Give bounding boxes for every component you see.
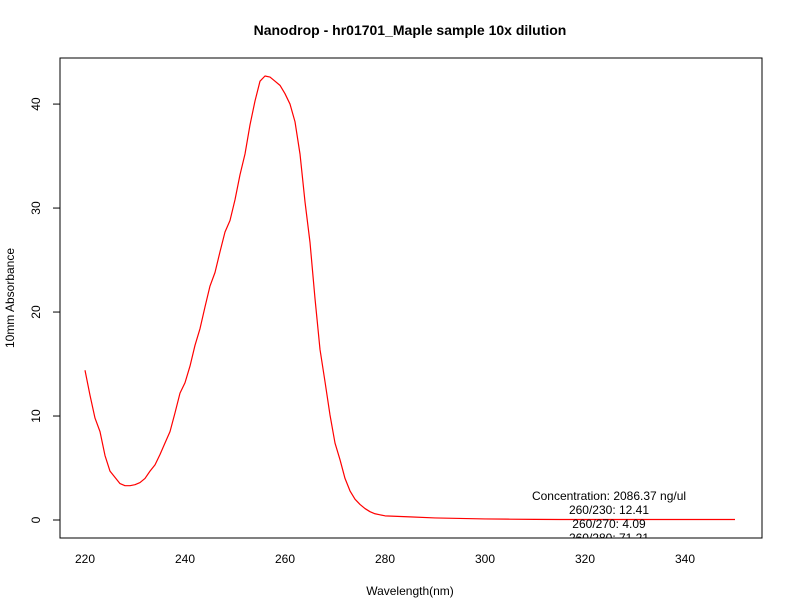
bottom-mask	[61, 538, 761, 551]
annotations: Concentration: 2086.37 ng/ul 260/230: 12…	[532, 489, 686, 545]
plot-area	[84, 75, 735, 521]
concentration-annotation: Concentration: 2086.37 ng/ul	[532, 489, 686, 503]
y-tick-label: 30	[29, 201, 43, 215]
x-tick-label: 260	[275, 552, 295, 566]
x-tick-label: 300	[475, 552, 495, 566]
x-axis-label: Wavelength(nm)	[366, 584, 454, 598]
x-tick-label: 240	[175, 552, 195, 566]
x-tick-label: 320	[575, 552, 595, 566]
x-tick-label: 280	[375, 552, 395, 566]
x-tick-label: 220	[75, 552, 95, 566]
ratio-260-230-annotation: 260/230: 12.41	[569, 503, 649, 517]
ratio-260-270-annotation: 260/270: 4.09	[572, 517, 646, 531]
y-axis: 0 10 20 30 40	[29, 97, 61, 523]
y-axis-label: 10mm Absorbance	[3, 248, 17, 348]
chart-title: Nanodrop - hr01701_Maple sample 10x dilu…	[254, 22, 567, 38]
y-tick-label: 20	[29, 305, 43, 319]
y-tick-label: 40	[29, 97, 43, 111]
x-tick-label: 340	[675, 552, 695, 566]
plot-frame	[59, 57, 763, 539]
y-tick-label: 0	[29, 516, 43, 523]
absorbance-series-line	[84, 75, 735, 521]
y-tick-label: 10	[29, 409, 43, 423]
